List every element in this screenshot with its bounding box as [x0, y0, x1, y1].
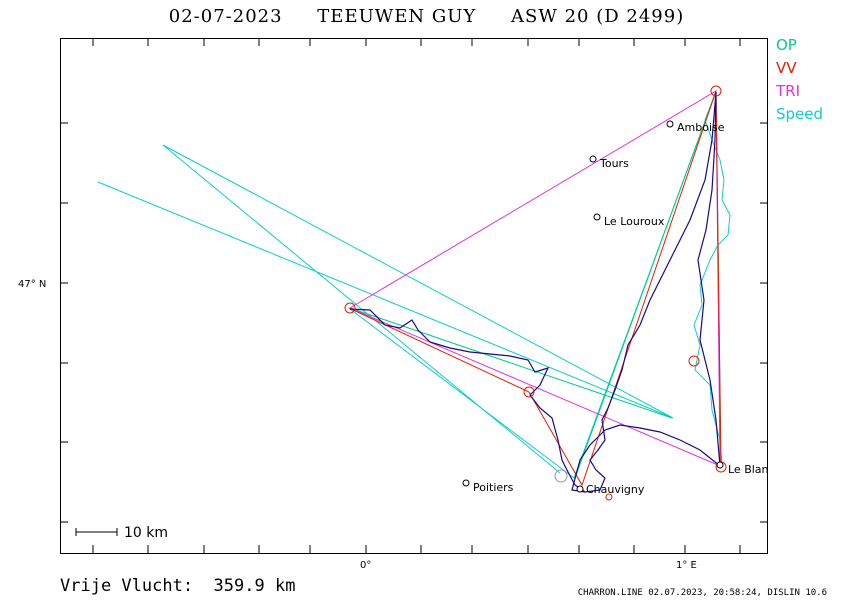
town-tours: Tours	[599, 157, 629, 170]
flight-track	[349, 91, 721, 493]
distance-label: Vrije Vlucht:	[60, 576, 194, 596]
distance-value: 359.9 km	[213, 576, 296, 596]
legend-item-vv: VV	[776, 59, 797, 77]
scale-bar-label: 10 km	[124, 525, 168, 541]
town-chauvigny: Chauvigny	[586, 483, 645, 496]
lon-label-0: 0°	[360, 560, 371, 571]
vv-lines	[348, 90, 722, 487]
pilot-name: TEEUWEN GUY	[317, 6, 477, 27]
lat-label: 47° N	[18, 279, 46, 290]
legend: OP VV TRI Speed	[776, 34, 823, 126]
glider-type: ASW 20 (D 2499)	[511, 6, 685, 27]
legend-item-tri: TRI	[776, 82, 801, 100]
axis-ticks	[60, 38, 768, 553]
town-poitiers: Poitiers	[473, 481, 514, 494]
town-markers	[462, 120, 724, 493]
turnpoint-markers	[344, 85, 727, 501]
tri-lines	[349, 90, 721, 467]
chart-title: 02-07-2023 TEEUWEN GUY ASW 20 (D 2499)	[0, 6, 853, 27]
legend-item-op: OP	[776, 36, 797, 54]
plot-frame	[60, 38, 768, 554]
speed-lines	[97, 91, 731, 479]
flight-date: 02-07-2023	[168, 6, 283, 27]
free-flight-distance: Vrije Vlucht: 359.9 km	[60, 576, 295, 596]
legend-item-speed: Speed	[776, 105, 824, 123]
town-amboise: Amboise	[677, 121, 725, 134]
footer-info: CHARRON.LINE 02.07.2023, 20:58:24, DISLI…	[577, 588, 827, 598]
lon-label-1: 1° E	[676, 560, 697, 571]
start-marker	[554, 469, 568, 483]
scale-bar	[75, 528, 118, 536]
town-le-blanc: Le Blanc	[728, 463, 775, 476]
town-le-louroux: Le Louroux	[604, 215, 665, 228]
op-lines	[349, 90, 722, 479]
